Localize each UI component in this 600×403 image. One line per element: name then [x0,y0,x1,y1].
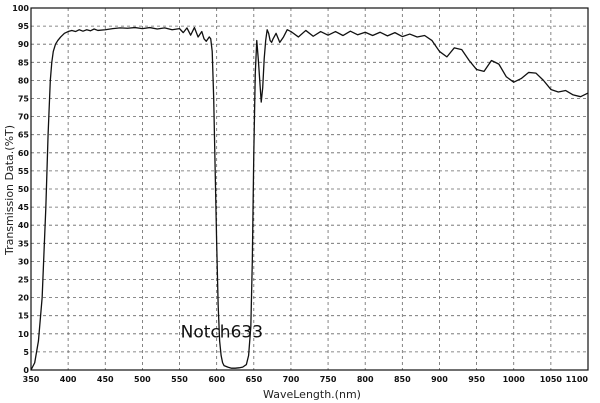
y-tick-labels: 0 5 10 15 20 25 30 35 40 45 50 55 60 65 70 75 80 85 90 95 10… [12,4,29,375]
y-tick-label: 70 [18,113,30,122]
grid [31,8,588,370]
y-tick-label: 10 [18,330,30,339]
x-tick-label: 850 [394,375,411,384]
y-axis-label: Transmission Data.(%T) [3,125,16,256]
x-tick-label: 550 [171,375,188,384]
x-tick-label: 1000 [503,375,526,384]
x-tick-label: 600 [208,375,225,384]
x-tick-label: 1050 [540,375,563,384]
y-tick-label: 0 [23,366,29,375]
y-tick-label: 20 [18,294,30,303]
y-tick-label: 25 [18,276,30,285]
annotation-label: Notch633 [181,322,263,342]
plot-frame [30,7,589,371]
x-tick-label: 450 [97,375,114,384]
x-tick-label: 500 [134,375,151,384]
y-tick-label: 95 [18,22,30,31]
x-axis-label: WaveLength.(nm) [263,388,361,401]
y-tick-label: 60 [18,149,30,158]
y-tick-label: 55 [18,167,30,176]
y-tick-label: 100 [12,4,29,13]
x-tick-labels: 350 400 450 500 550 600 650 700 750 800 850 900 950 1… [23,375,589,384]
y-tick-label: 90 [18,40,30,49]
y-tick-label: 5 [23,348,29,357]
x-tick-label: 800 [357,375,374,384]
y-tick-label: 30 [18,257,30,266]
y-tick-label: 85 [18,58,30,67]
y-tick-label: 75 [18,95,30,104]
x-tick-label: 900 [431,375,448,384]
x-tick-label: 1100 [566,375,589,384]
x-tick-label: 650 [245,375,262,384]
y-tick-label: 50 [18,185,30,194]
y-tick-label: 15 [18,312,30,321]
x-tick-label: 700 [283,375,300,384]
x-tick-label: 750 [320,375,337,384]
y-tick-label: 40 [18,221,30,230]
x-tick-label: 950 [468,375,485,384]
y-tick-label: 80 [18,76,30,85]
y-tick-label: 45 [18,203,30,212]
x-tick-label: 350 [23,375,40,384]
y-tick-label: 65 [18,131,30,140]
y-tick-label: 35 [18,239,30,248]
series-line [30,26,589,371]
x-tick-label: 400 [60,375,77,384]
